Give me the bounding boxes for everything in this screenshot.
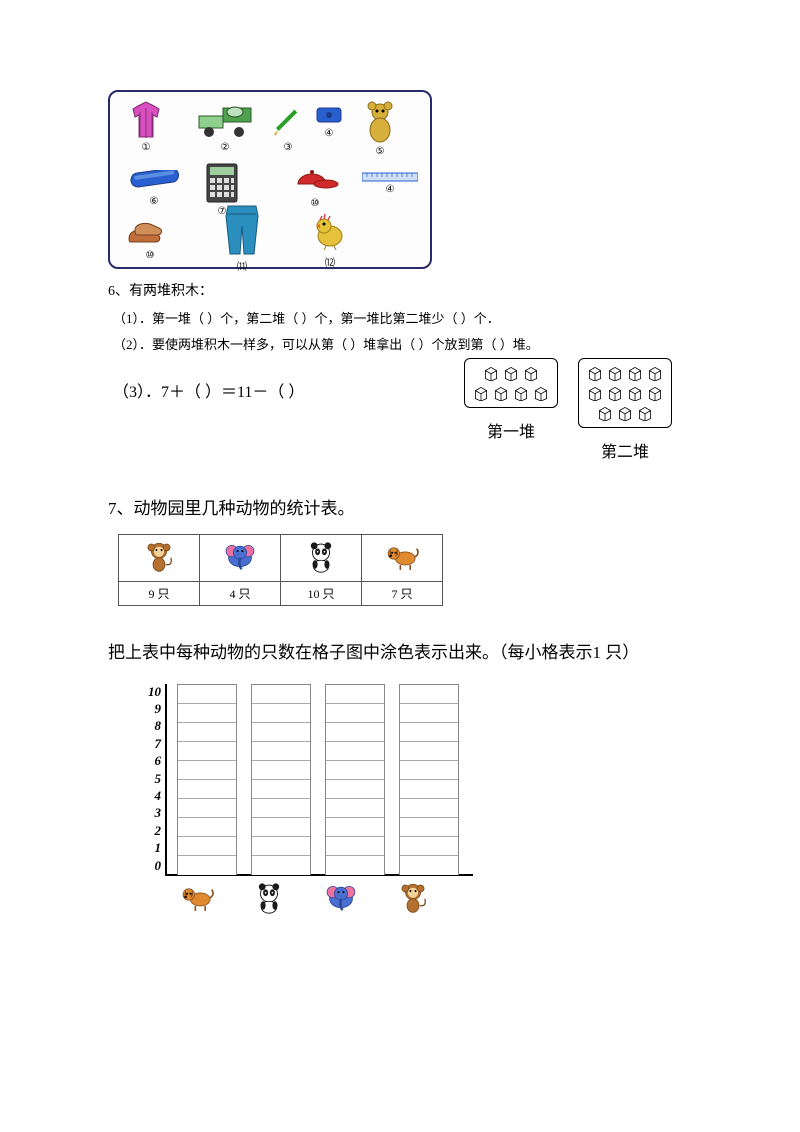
item-shoes: ⑩ <box>125 220 175 261</box>
animal-dog-cell <box>362 534 443 581</box>
chart-animal-dog <box>168 880 226 914</box>
item-num-5: ⑤ <box>376 146 385 157</box>
animal-monkey-cell <box>119 534 200 581</box>
item-num-6: ⑥ <box>150 196 159 207</box>
q6-line1: （1）．第一堆（ ）个，第二堆（ ）个，第一堆比第二堆少（ ）个． <box>108 306 692 332</box>
item-chick: ⑿ <box>310 212 350 269</box>
item-pants: ⑾ <box>220 204 264 273</box>
count-panda: 10 只 <box>281 581 362 605</box>
item-teddy: ⑤ <box>360 100 400 157</box>
item-num-11: ⑾ <box>237 258 247 273</box>
cube-piles: 第一堆 第二堆 <box>464 358 672 462</box>
item-num-1: ① <box>142 142 151 153</box>
chart-animal-elephant <box>312 880 370 914</box>
chart-animal-panda <box>240 880 298 914</box>
item-num-3: ③ <box>284 142 293 153</box>
item-num-9: ④ <box>386 184 395 195</box>
item-pencilcase: ⑥ <box>128 170 180 207</box>
item-num-4: ④ <box>325 128 334 139</box>
item-sharpener: ④ <box>315 104 343 139</box>
item-cap: ⑩ <box>290 164 340 209</box>
pile-1-label: 第一堆 <box>464 418 558 442</box>
animal-panda-cell <box>281 534 362 581</box>
question-7-title: 7、动物园里几种动物的统计表。 <box>108 492 692 526</box>
pile-1-box <box>464 358 558 408</box>
item-pencil: ③ <box>270 104 306 153</box>
item-jacket: ① <box>122 100 170 153</box>
chart-columns <box>165 684 473 876</box>
count-dog: 7 只 <box>362 581 443 605</box>
y-axis-labels: 109876543210 <box>148 684 165 874</box>
animal-elephant-cell <box>200 534 281 581</box>
chart-animal-monkey <box>384 880 442 914</box>
q6-line2: （2）．要使两堆积木一样多，可以从第（ ）堆拿出（ ）个放到第（ ）堆。 <box>108 332 692 358</box>
item-num-2: ② <box>221 142 230 153</box>
count-elephant: 4 只 <box>200 581 281 605</box>
q7-instruction: 把上表中每种动物的只数在格子图中涂色表示出来。（每小格表示1 只） <box>108 636 692 670</box>
chart-x-axis-animals <box>168 880 692 914</box>
item-num-10: ⑩ <box>146 250 155 261</box>
animal-count-table: 9 只 4 只 10 只 7 只 <box>118 534 443 606</box>
item-ruler: ④ <box>362 172 418 195</box>
items-classification-box: ① ② ③ ④ ⑤ ⑥ ⑦ ⑩ <box>108 90 432 269</box>
q6-equation: （3）．7＋（ ）＝11－（ ） <box>108 358 304 402</box>
item-num-8: ⑩ <box>311 198 320 209</box>
pile-2-box <box>578 358 672 428</box>
count-monkey: 9 只 <box>119 581 200 605</box>
question-6-title: 6、有两堆积木： <box>108 279 692 306</box>
item-truck: ② <box>195 104 255 153</box>
item-num-12: ⑿ <box>325 254 335 269</box>
pile-2-label: 第二堆 <box>578 438 672 462</box>
bar-chart-grid: 109876543210 <box>148 684 692 876</box>
